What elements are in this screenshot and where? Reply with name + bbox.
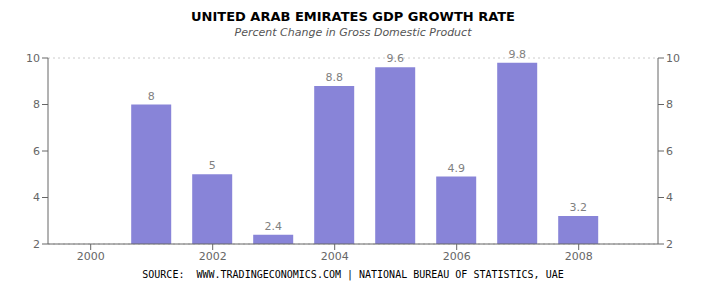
svg-text:9.6: 9.6 — [386, 52, 404, 65]
svg-text:4: 4 — [33, 191, 40, 204]
svg-text:8.8: 8.8 — [325, 71, 343, 84]
svg-text:6: 6 — [33, 145, 40, 158]
svg-text:2000: 2000 — [77, 250, 105, 263]
svg-text:3.2: 3.2 — [569, 201, 587, 214]
html-text:SOURCE: WWW.TRADINGECONOMICS.C: SOURCE: WWW.TRADINGECONOMICS.COM | NATIO… — [142, 269, 564, 280]
svg-text:8: 8 — [33, 98, 40, 111]
svg-text:2002: 2002 — [199, 250, 227, 263]
svg-text:2006: 2006 — [443, 250, 471, 263]
html-text:Percent Change in Gross Domest: Percent Change in Gross Domestic Product — [234, 26, 472, 39]
svg-text:6: 6 — [666, 145, 673, 158]
svg-text:8: 8 — [148, 90, 155, 103]
svg-text:2004: 2004 — [321, 250, 349, 263]
svg-text:8: 8 — [666, 98, 673, 111]
svg-text:10: 10 — [666, 52, 680, 65]
svg-text:4: 4 — [666, 191, 673, 204]
html-text:UNITED ARAB EMIRATES GDP GROWT: UNITED ARAB EMIRATES GDP GROWTH RATE — [191, 9, 515, 24]
svg-text:5: 5 — [209, 159, 216, 172]
svg-text:4.9: 4.9 — [447, 162, 465, 175]
svg-text:2: 2 — [33, 238, 40, 251]
svg-text:2.4: 2.4 — [264, 220, 282, 233]
svg-text:2008: 2008 — [565, 250, 593, 263]
svg-text:2: 2 — [666, 238, 673, 251]
svg-text:9.8: 9.8 — [508, 48, 526, 61]
svg-text:10: 10 — [26, 52, 40, 65]
